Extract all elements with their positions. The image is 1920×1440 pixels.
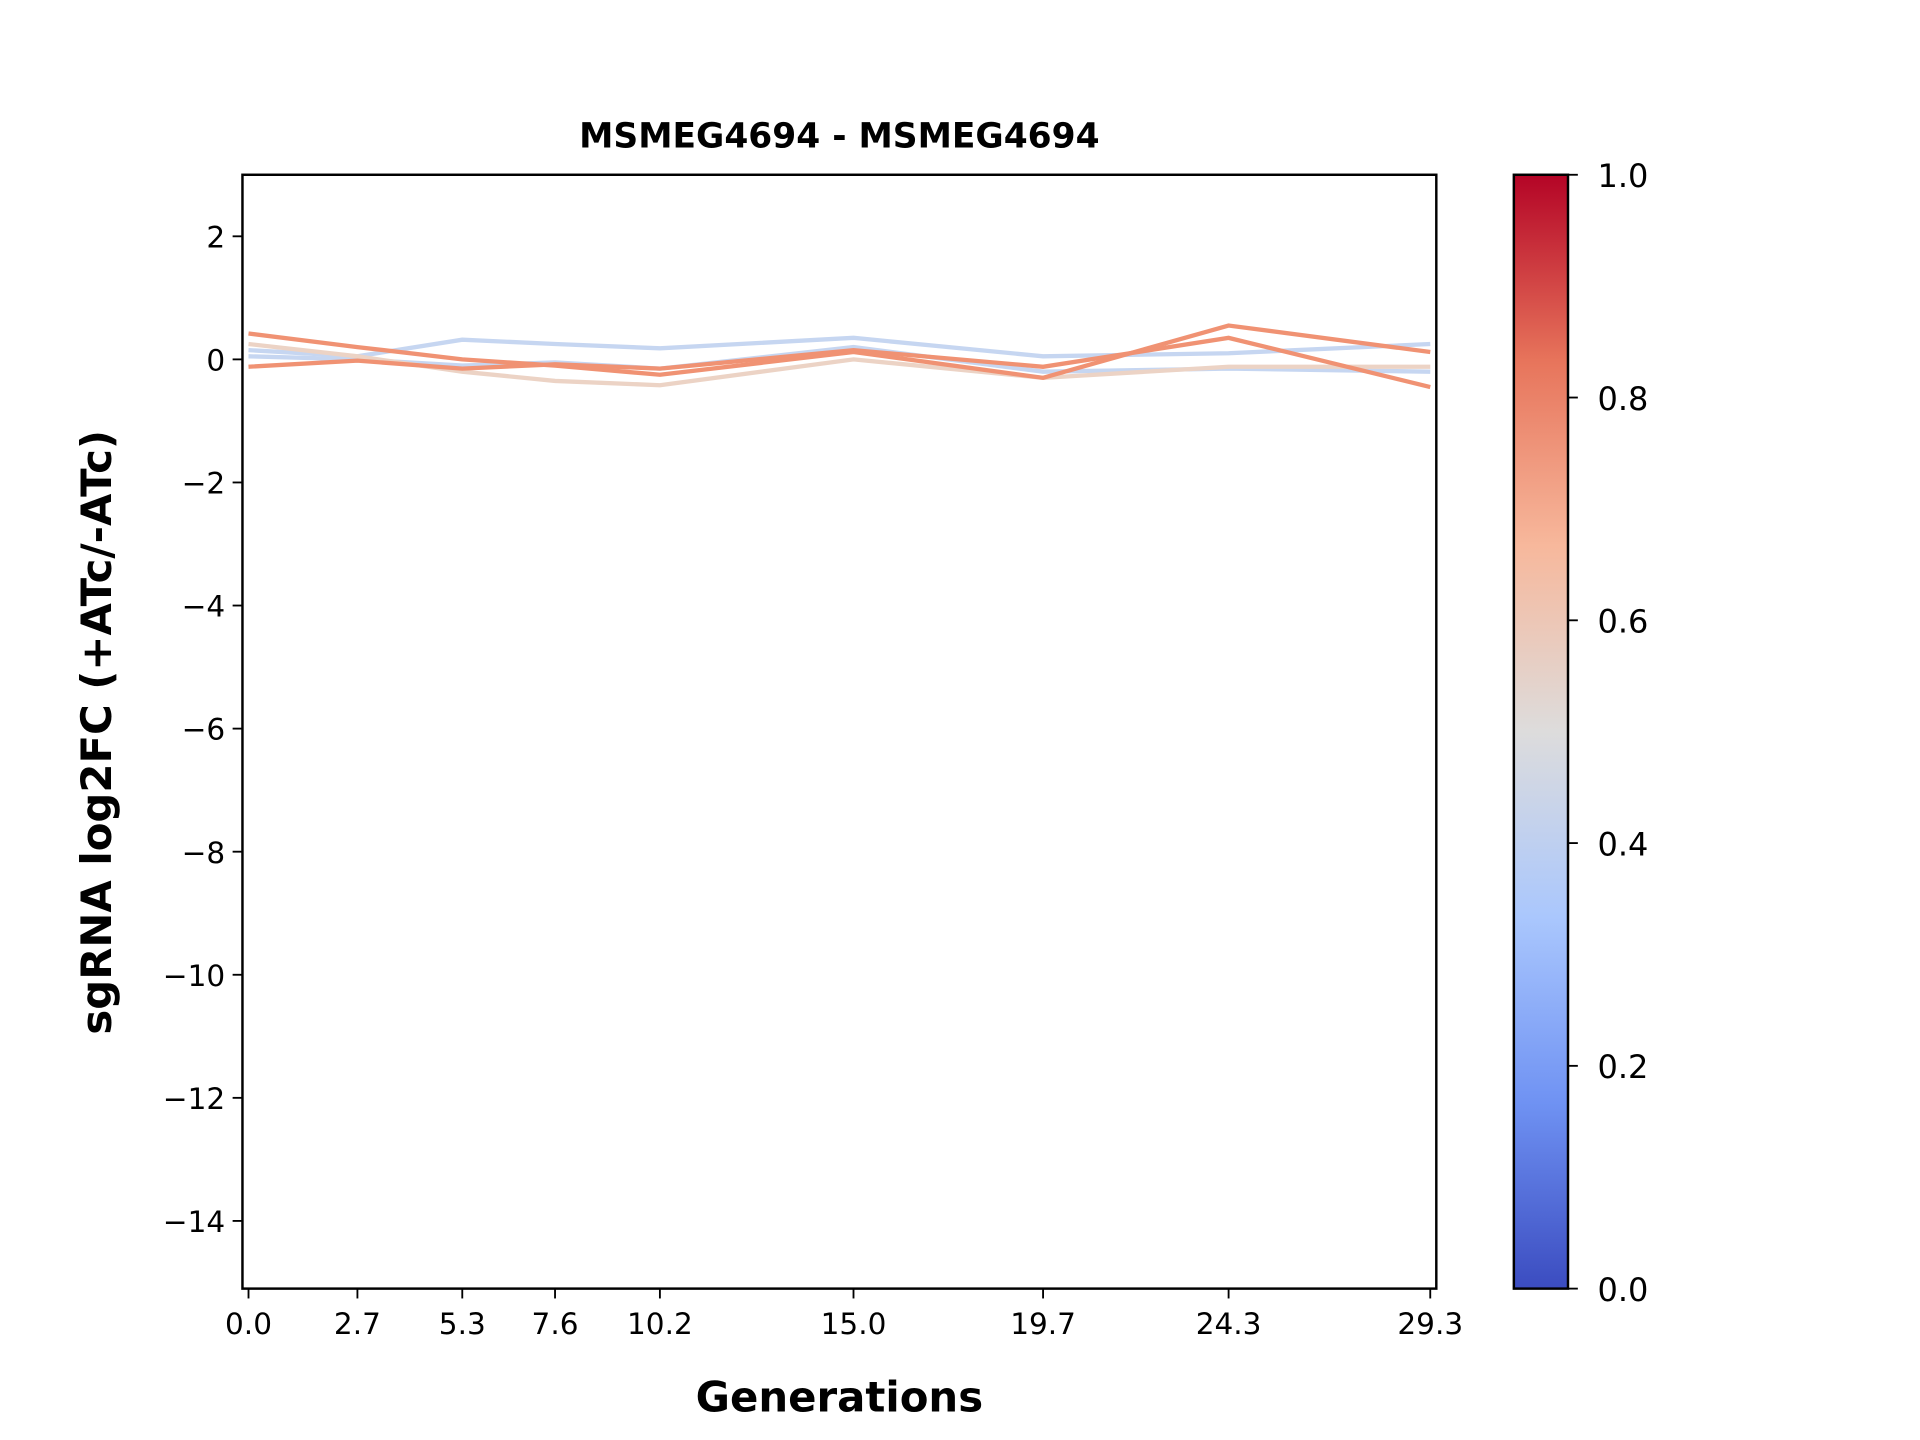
plot-area — [248, 323, 1431, 390]
x-tick-label: 0.0 — [225, 1307, 272, 1341]
y-tick-label: 0 — [206, 343, 225, 377]
x-tick-label: 29.3 — [1397, 1307, 1463, 1341]
x-ticks: 0.0 2.7 5.3 7.6 10.2 15.0 19.7 24.3 29.3 — [225, 1288, 1463, 1341]
x-tick-label: 15.0 — [821, 1307, 887, 1341]
y-tick-label: −2 — [182, 467, 226, 501]
y-tick-label: −10 — [163, 959, 225, 993]
y-tick-label: −6 — [182, 713, 226, 747]
x-tick-label: 2.7 — [334, 1307, 381, 1341]
colorbar-tick-label: 0.2 — [1598, 1048, 1649, 1086]
x-tick-label: 7.6 — [532, 1307, 579, 1341]
colorbar-tick-label: 0.6 — [1598, 603, 1649, 641]
axes-frame — [241, 173, 1438, 1290]
series-line-5 — [248, 335, 1431, 390]
x-tick-label: 10.2 — [627, 1307, 693, 1341]
y-tick-label: −12 — [163, 1082, 225, 1116]
x-tick-label: 24.3 — [1196, 1307, 1262, 1341]
y-tick-label: −14 — [163, 1205, 225, 1239]
colorbar: 0.0 0.2 0.4 0.6 0.8 1.0 — [1512, 157, 1648, 1309]
y-tick-label: −4 — [182, 590, 226, 624]
y-axis-label: sgRNA log2FC (+ATc/-ATc) — [72, 430, 121, 1035]
y-ticks: 2 0 −2 −4 −6 −8 −10 −12 −14 — [163, 220, 243, 1239]
x-axis-label: Generations — [696, 1373, 983, 1422]
x-tick-label: 19.7 — [1010, 1307, 1076, 1341]
colorbar-tick-label: 0.4 — [1598, 825, 1649, 863]
chart-title: MSMEG4694 - MSMEG4694 — [579, 117, 1099, 157]
x-tick-label: 5.3 — [439, 1307, 486, 1341]
colorbar-tick-label: 0.0 — [1598, 1271, 1649, 1309]
colorbar-tick-label: 1.0 — [1598, 157, 1649, 195]
series-line-4 — [248, 323, 1431, 381]
y-tick-label: −8 — [182, 836, 226, 870]
colorbar-gradient — [1512, 173, 1570, 1290]
colorbar-tick-label: 0.8 — [1598, 380, 1649, 418]
y-tick-label: 2 — [206, 220, 225, 254]
colorbar-ticks: 0.0 0.2 0.4 0.6 0.8 1.0 — [1568, 157, 1648, 1309]
